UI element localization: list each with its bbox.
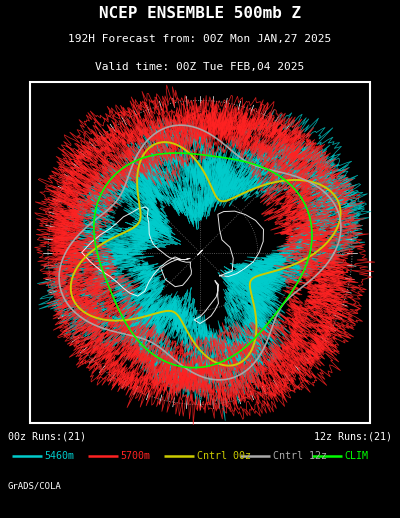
Text: 00z Runs:(21): 00z Runs:(21) — [8, 431, 86, 441]
Text: Cntrl 12z: Cntrl 12z — [273, 451, 327, 461]
Text: 5700m: 5700m — [121, 451, 151, 461]
Text: NCEP ENSEMBLE 500mb Z: NCEP ENSEMBLE 500mb Z — [99, 6, 301, 21]
Text: GrADS/COLA: GrADS/COLA — [8, 481, 62, 490]
Text: 192H Forecast from: 00Z Mon JAN,27 2025: 192H Forecast from: 00Z Mon JAN,27 2025 — [68, 34, 332, 44]
Text: Cntrl 00z: Cntrl 00z — [197, 451, 251, 461]
Text: CLIM: CLIM — [345, 451, 369, 461]
Text: 5460m: 5460m — [45, 451, 75, 461]
Text: 12z Runs:(21): 12z Runs:(21) — [314, 431, 392, 441]
Text: Valid time: 00Z Tue FEB,04 2025: Valid time: 00Z Tue FEB,04 2025 — [95, 62, 305, 71]
